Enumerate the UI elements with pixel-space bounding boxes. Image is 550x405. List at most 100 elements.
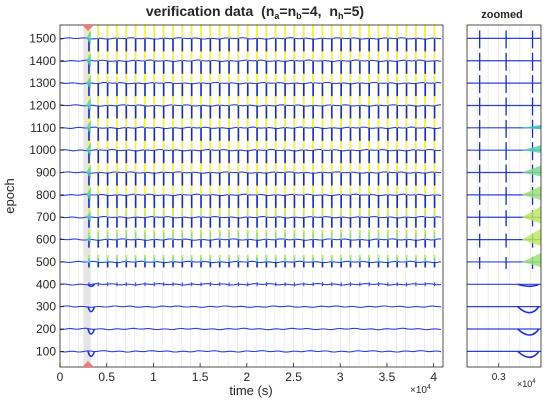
- epoch-trace-300: [59, 305, 442, 313]
- zoomed-epoch-trace-1100: [467, 119, 541, 138]
- trace-line: [59, 148, 442, 152]
- trace-line: [59, 126, 442, 130]
- zoomed-fan: [521, 145, 541, 153]
- x-tick-label: 1: [150, 370, 157, 384]
- trace-line: [59, 81, 442, 85]
- x-multiplier: ×104: [410, 384, 431, 396]
- x-tick-label: 2: [243, 370, 250, 384]
- trace-dip: [87, 351, 96, 358]
- zoomed-epoch-trace-900: [467, 164, 541, 183]
- y-tick-label: 1500: [29, 31, 56, 45]
- zoomed-grid: [477, 25, 531, 367]
- x-tick-label: 2.5: [285, 370, 302, 384]
- zoomed-x-tick-label: 0.3: [492, 372, 506, 383]
- epoch-trace-100: [59, 350, 442, 358]
- x-tick-label: 0.5: [98, 370, 115, 384]
- trace-line: [59, 215, 442, 219]
- x-axis-label: time (s): [229, 383, 272, 398]
- zoomed-title: zoomed: [481, 9, 523, 21]
- zoomed-dip: [517, 328, 540, 336]
- y-tick-label: 500: [36, 255, 56, 269]
- trace-fan: [86, 52, 91, 67]
- y-tick-label: 100: [36, 344, 56, 358]
- trace-fan: [86, 119, 91, 134]
- y-tick-label: 700: [36, 210, 56, 224]
- y-tick-label: 600: [36, 233, 56, 247]
- zoomed-plot-frame: [466, 24, 542, 368]
- zoomed-dip: [517, 283, 540, 288]
- zoomed-epoch-trace-200: [467, 328, 541, 336]
- zoomed-plot: 0.3: [466, 24, 542, 383]
- chart-title: verification data (na=nb=4, nh=5): [146, 3, 364, 21]
- y-tick-label: 1200: [29, 98, 56, 112]
- y-tick-label: 1100: [30, 121, 56, 135]
- zoomed-x-axis-ticks: 0.3: [492, 363, 506, 383]
- zoomed-fan: [521, 206, 541, 224]
- epoch-trace-200: [60, 327, 442, 335]
- zoomed-fan: [521, 124, 541, 130]
- zoomed-epoch-trace-1500: [467, 30, 541, 49]
- zoomed-epoch-trace-700: [467, 206, 541, 227]
- main-plot-frame: [59, 24, 444, 368]
- zoomed-epoch-trace-1000: [467, 142, 541, 161]
- y-axis-ticks: 100 200 300 400 500 600 700 800 900 1000 1100 1200 1…: [29, 31, 64, 358]
- epoch-trace-700: [59, 207, 442, 228]
- trace-line: [59, 59, 442, 63]
- epoch-trace-400: [59, 282, 442, 288]
- main-plot: 0 0.5 1 1.5 2 2.5 3 3.5 4 100 200 300 400 500 600 700 8…: [29, 24, 444, 384]
- zoomed-epoch-trace-100: [467, 350, 541, 359]
- zoomed-dip: [517, 350, 540, 359]
- zoomed-fan: [521, 252, 541, 268]
- zoomed-fan: [521, 185, 541, 201]
- zoomed-epoch-trace-1300: [467, 75, 541, 94]
- trace-fan: [86, 186, 91, 201]
- y-tick-label: 1000: [29, 143, 56, 157]
- trace-line: [60, 104, 442, 107]
- epoch-trace-500: [59, 254, 442, 268]
- marker-bottom: [82, 361, 95, 367]
- x-tick-label: 0: [57, 370, 64, 384]
- trace-fan: [86, 235, 91, 243]
- trace-line: [59, 283, 442, 286]
- zoomed-epoch-trace-800: [467, 185, 541, 205]
- trace-fan: [86, 259, 91, 264]
- y-tick-label: 400: [36, 277, 56, 291]
- y-tick-label: 800: [36, 188, 56, 202]
- zoomed-fan: [521, 165, 541, 177]
- trace-line: [59, 171, 442, 174]
- trace-line: [59, 37, 442, 40]
- x-axis-ticks: 0 0.5 1 1.5 2 2.5 3 3.5 4: [57, 363, 437, 384]
- x-tick-label: 3: [337, 370, 344, 384]
- trace-line: [59, 350, 442, 353]
- zoomed-epoch-trace-1200: [467, 97, 541, 116]
- trace-dip: [87, 328, 96, 335]
- zoomed-traces: [467, 30, 541, 359]
- y-tick-label: 1300: [29, 76, 56, 90]
- trace-line: [59, 305, 442, 308]
- main-traces: [59, 24, 442, 358]
- zoomed-epoch-trace-400: [467, 283, 541, 288]
- zoomed-x-multiplier: ×104: [517, 379, 536, 389]
- epoch-trace-600: [59, 229, 442, 248]
- marker-top: [82, 25, 95, 31]
- zoomed-epoch-trace-300: [467, 306, 541, 314]
- trace-fan: [86, 142, 91, 157]
- trace-fan: [86, 164, 91, 179]
- x-tick-label: 3.5: [379, 370, 396, 384]
- zoomed-epoch-trace-1400: [467, 52, 541, 71]
- zoomed-epoch-trace-500: [467, 252, 541, 269]
- trace-dip: [87, 306, 96, 313]
- y-tick-label: 300: [36, 300, 56, 314]
- highlight-markers: [82, 25, 95, 367]
- trace-fan: [86, 30, 91, 45]
- zoomed-dip: [517, 306, 540, 314]
- trace-fan: [86, 97, 91, 112]
- y-tick-label: 1400: [29, 54, 56, 68]
- zoomed-fan: [521, 228, 541, 246]
- trace-line: [59, 193, 442, 197]
- zoomed-epoch-trace-600: [467, 228, 541, 248]
- y-tick-label: 900: [36, 166, 56, 180]
- trace-fan: [86, 75, 91, 90]
- x-tick-label: 4: [430, 370, 437, 384]
